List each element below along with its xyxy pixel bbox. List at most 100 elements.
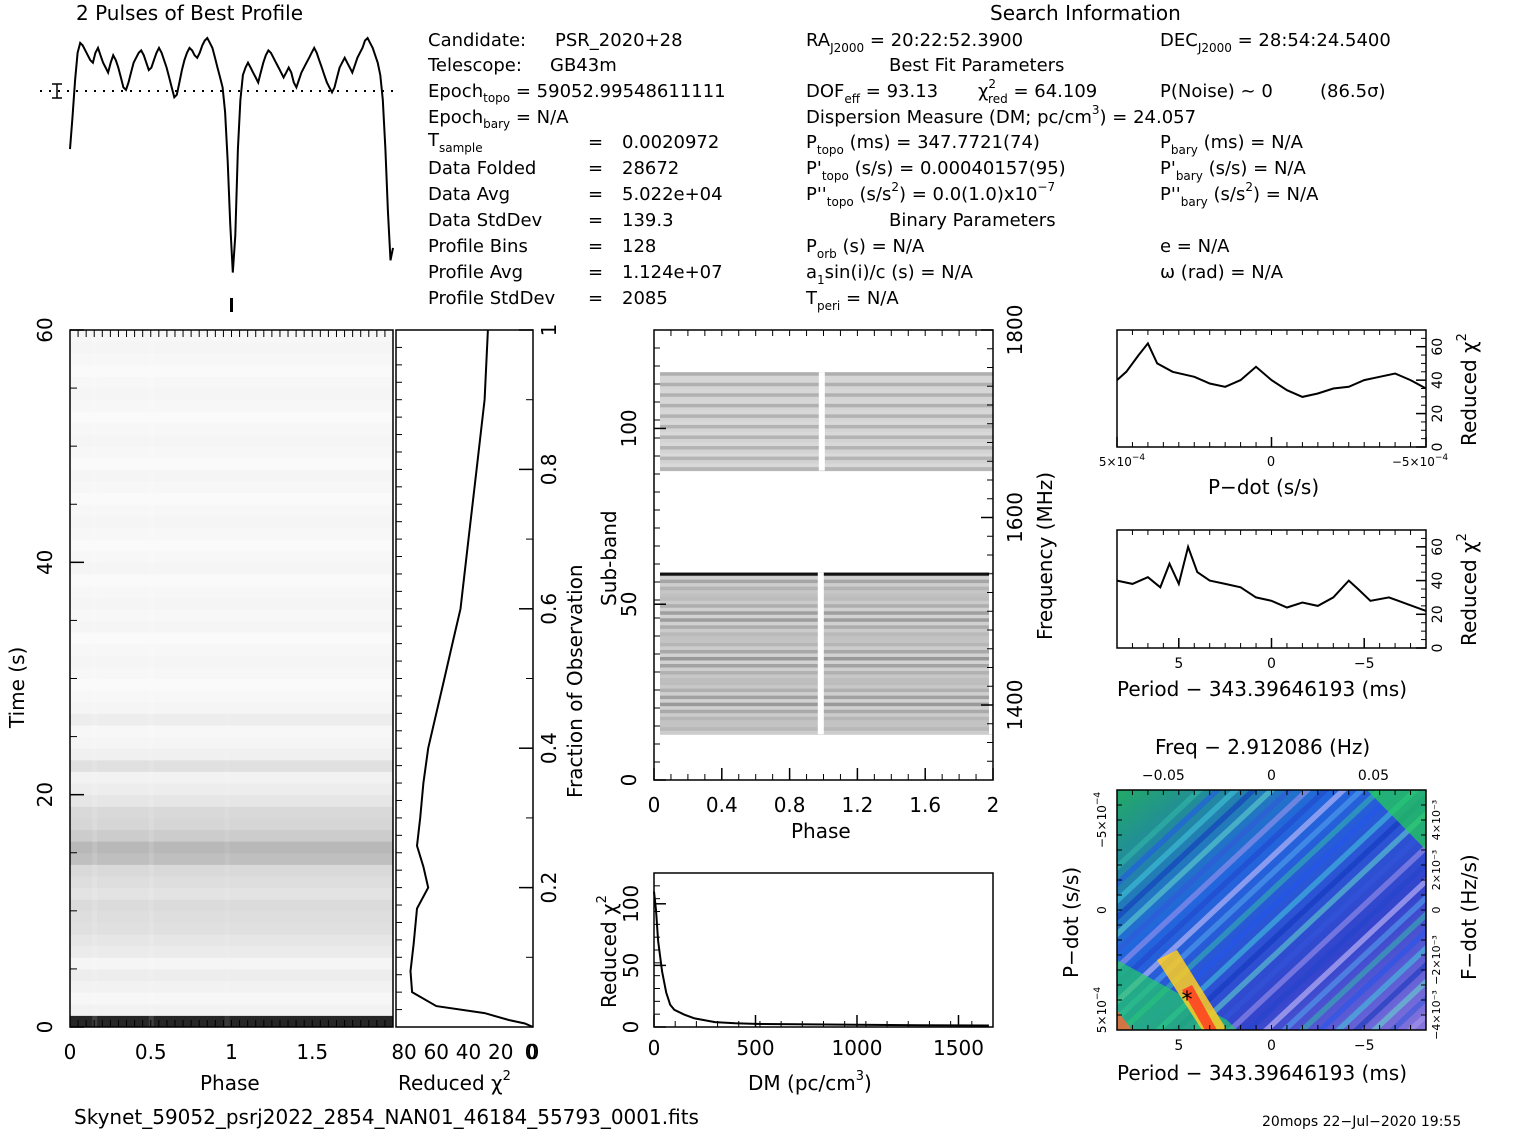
subband-row [660,593,993,598]
svg-text:Epochtopo = 59052.99548611111: Epochtopo = 59052.99548611111 [428,81,726,105]
subband-row [660,656,993,661]
map-stripe [1262,877,1426,1030]
tsample-eq: = [588,132,603,153]
time-row [70,562,393,575]
subband-row [660,614,993,619]
subband-row [660,597,993,602]
subband-row [660,723,993,728]
tp-ylabel: Time (s) [5,647,29,729]
epoch-bary-value: = N/A [516,107,569,128]
epoch-topo-label: Epoch [428,81,483,102]
subband-row [660,576,993,581]
pstd-value: 2085 [622,288,668,309]
time-row [70,829,393,842]
time-row [70,411,393,424]
dm-xtick: 0 [648,1036,661,1060]
svg-text:=: = [588,158,603,179]
subband-row [660,410,993,415]
svg-text:DOFeff = 93.13: DOFeff = 93.13 [806,81,938,106]
map-stripe [1298,910,1426,1030]
subband-row [660,403,993,408]
candidate-label: Candidate: [428,30,526,51]
subband-row [660,663,993,668]
map-stripe [1511,770,1517,1050]
ct-xtick: 80 [391,1040,416,1064]
ct-rtick: 0.4 [537,732,561,764]
subband-row [660,632,993,637]
subband-row [660,438,993,443]
pddtopo-value: ) = 0.0(1.0)x10 [899,184,1037,205]
svg-text:P'bary (s/s) = N/A: P'bary (s/s) = N/A [1160,158,1306,183]
chi-time-plot: 80 60 40 20 00.20.40.60.810 [391,324,561,1064]
tp-ytick: 0 [33,1021,57,1034]
dm-xtick: 1000 [832,1036,883,1060]
dm-ytick: 0 [619,1021,643,1034]
pd-xtick-mid: 0 [1267,455,1275,470]
sb-rtick: 1600 [1003,492,1027,543]
time-row [70,783,393,796]
corner-band [1367,790,1426,850]
ytick: 60 [1430,538,1446,556]
subband-row [660,702,993,707]
subband-row [660,572,993,576]
map-stripes [1117,770,1517,1050]
time-row [70,632,393,645]
asini-value: sin(i)/c (s) = N/A [825,262,974,283]
map-stripe [1117,790,1204,871]
ct-xtick: 0 [527,1040,540,1064]
subband-row [660,400,993,405]
time-row [70,875,393,889]
footer-filename: Skynet_59052_psrj2022_2854_NAN01_46184_5… [74,1105,699,1129]
time-row [70,446,393,459]
time-row [70,899,393,912]
ct-xtick: 60 [424,1040,449,1064]
subband-row [660,421,993,426]
dm-curve [653,891,989,1027]
dof-value: = 93.13 [866,81,938,102]
map-stripe [1208,826,1426,1030]
time-row [70,655,393,668]
time-row [70,841,393,854]
dm-xlabel: DM (pc/cm3) [748,1069,872,1095]
subband-row [660,681,993,686]
map-stripe [1226,843,1426,1030]
pp-top-tick: 0 [1267,768,1276,784]
subband-row [660,372,993,377]
dm-xtick: 500 [736,1036,774,1060]
tp-xtick: 1.5 [296,1040,328,1064]
ppdot-map: * 5 0 −5 −0.05 0 0.05 −5×10−4 0 5×10−4 4×10⁻³ 2×10⁻… [1093,768,1517,1054]
binary-heading: Binary Parameters [889,210,1056,231]
candidate-info: Candidate: PSR_2020+28 Telescope: GB43m … [427,30,726,309]
tp-xtick: 0 [64,1040,77,1064]
svg-text:P''bary (s/s2) = N/A: P''bary (s/s2) = N/A [1160,180,1319,209]
svg-text:Tsample: Tsample [427,130,483,155]
dm-value: ) = 24.057 [1100,107,1197,128]
subband-row [660,695,993,700]
subband-row [660,674,993,679]
map-stripe [1117,790,1240,905]
sb-rtick: 1800 [1003,305,1027,356]
svg-text:Porb (s) = N/A: Porb (s) = N/A [806,236,925,261]
std-value: 139.3 [622,210,674,231]
map-stripe [1406,1011,1426,1030]
subband-row [660,628,993,633]
subband-row [660,446,993,451]
subband-row [660,727,993,732]
subband-row [660,646,993,651]
pulse-gap [818,372,825,471]
subband-row [660,678,993,683]
chi-value: = 64.109 [1013,81,1097,102]
map-stripe [1117,790,1330,989]
map-stripe [1352,961,1426,1030]
sb-ytick: 0 [617,774,641,787]
time-phase-plot: 0 0.5 1 1.5 0 20 40 60 [33,317,394,1064]
tp-ytick: 60 [33,317,57,342]
pd-xtick-left: 5×10−4 [1099,453,1146,469]
tp-xtick: 0.5 [135,1040,167,1064]
best-fit-heading: Best Fit Parameters [889,55,1064,76]
ecc-value: e = N/A [1160,236,1230,257]
tp-ytick: 20 [33,782,57,807]
subband-row [660,635,993,640]
